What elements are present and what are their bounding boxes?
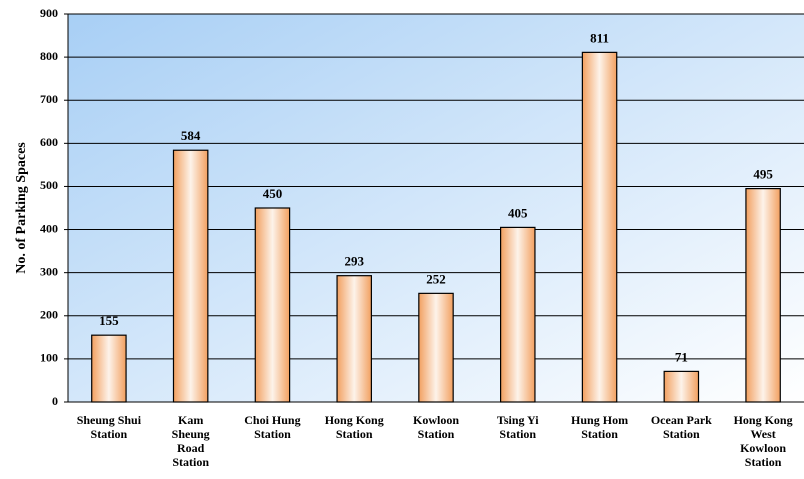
data-label: 450 bbox=[263, 186, 283, 201]
data-label: 495 bbox=[753, 167, 773, 182]
category-label: Kam Sheung Road Station bbox=[172, 413, 210, 469]
bar bbox=[418, 292, 454, 403]
data-labels: 155 584 450 293 252 405 811 71 495 bbox=[99, 30, 773, 364]
bar bbox=[254, 207, 291, 403]
y-axis-label: No. of Parking Spaces bbox=[14, 142, 29, 274]
y-tick-label: 300 bbox=[40, 264, 58, 278]
bar bbox=[745, 188, 781, 403]
y-tick-label: 500 bbox=[40, 178, 58, 192]
bar bbox=[172, 149, 209, 403]
y-tick-label: 200 bbox=[40, 308, 58, 322]
data-label: 293 bbox=[344, 254, 364, 269]
y-tick-label: 800 bbox=[40, 49, 58, 63]
category-label: Kowloon Station bbox=[413, 413, 459, 441]
y-tick-label: 600 bbox=[40, 135, 58, 149]
y-tick-label: 400 bbox=[40, 221, 58, 235]
bars bbox=[91, 51, 781, 403]
category-label: Sheung Shui Station bbox=[77, 413, 142, 441]
bar bbox=[663, 370, 700, 403]
bar bbox=[500, 226, 536, 403]
data-label: 584 bbox=[181, 128, 201, 143]
category-label: Choi Hung Station bbox=[244, 413, 300, 441]
y-tick-label: 900 bbox=[40, 6, 58, 20]
data-label: 405 bbox=[508, 205, 528, 220]
data-label: 71 bbox=[675, 349, 688, 364]
data-label: 811 bbox=[590, 30, 609, 45]
bar bbox=[336, 275, 372, 403]
y-tick-label: 100 bbox=[40, 351, 58, 365]
y-tick-label: 0 bbox=[52, 394, 58, 408]
bar bbox=[581, 51, 618, 403]
data-label: 155 bbox=[99, 313, 119, 328]
category-label: Ocean Park Station bbox=[651, 413, 712, 441]
category-label: Hong Kong Station bbox=[325, 413, 384, 441]
x-axis-categories: Sheung Shui Station Kam Sheung Road Station Ch… bbox=[77, 413, 793, 469]
y-tick-label: 700 bbox=[40, 92, 58, 106]
category-label: Tsing Yi Station bbox=[497, 413, 539, 441]
bar bbox=[91, 334, 127, 403]
data-label: 252 bbox=[426, 271, 446, 286]
category-label: Hong Kong West Kowloon Station bbox=[734, 413, 793, 469]
category-label: Hung Hom Station bbox=[571, 413, 628, 441]
y-axis-ticks: 0 100 200 300 400 500 600 700 800 900 bbox=[40, 6, 68, 408]
